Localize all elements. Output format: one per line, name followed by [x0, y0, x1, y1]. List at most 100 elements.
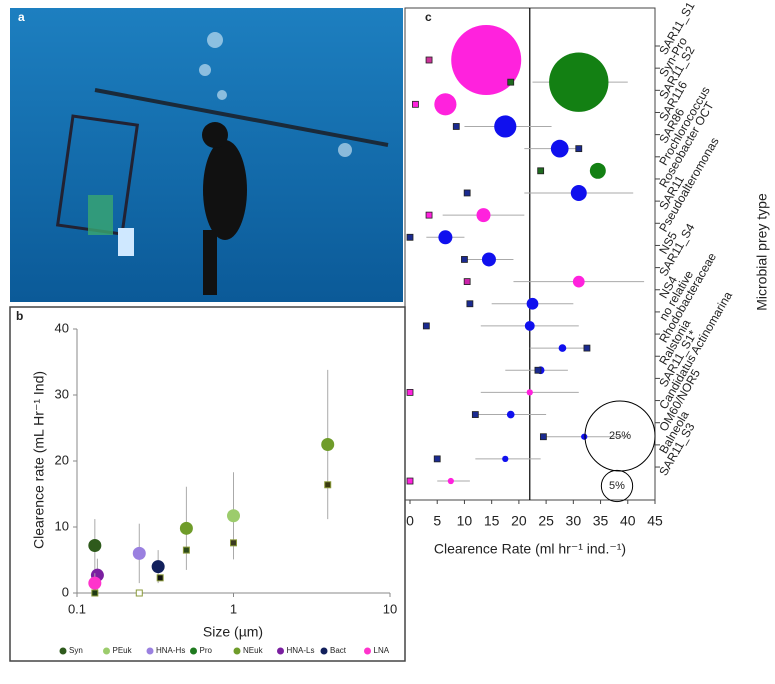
- size-legend-circle: [600, 469, 634, 503]
- x-tick-label: 1: [230, 601, 237, 616]
- bubble: [550, 139, 569, 158]
- square-point: [452, 123, 460, 130]
- bubble: [526, 389, 533, 396]
- legend-marker: [233, 647, 241, 655]
- y-tick-label: 30: [55, 386, 69, 401]
- panel-label: b: [16, 309, 23, 323]
- square-point: [539, 433, 547, 441]
- bubble: [494, 115, 517, 138]
- bubble: [589, 162, 606, 179]
- legend-marker: [320, 647, 328, 655]
- square-point: [406, 233, 414, 241]
- point: [88, 576, 102, 590]
- y-tick-label: 20: [55, 452, 69, 467]
- square-point: [182, 546, 190, 554]
- size-legend-label: 25%: [609, 430, 631, 442]
- pole: [94, 88, 389, 147]
- square-point: [324, 481, 332, 489]
- bubble: [570, 184, 587, 201]
- square-point: [466, 300, 474, 308]
- panel-label: c: [425, 10, 432, 24]
- bubble: [558, 344, 567, 352]
- x-tick-label: 10: [457, 513, 473, 529]
- legend-label: HNA-Ls: [287, 646, 315, 655]
- cage-bag: [88, 195, 113, 235]
- bubble: [502, 455, 509, 463]
- bubble: [506, 410, 515, 419]
- square-point: [463, 278, 471, 286]
- square-point: [461, 256, 468, 263]
- legend-marker: [190, 647, 197, 655]
- y-tick-label: 0: [62, 584, 69, 599]
- x-tick-label: 20: [511, 513, 527, 529]
- legend-label: Bact: [330, 646, 347, 655]
- legend-marker: [364, 647, 371, 655]
- diver-head: [202, 122, 228, 148]
- square-point: [537, 167, 545, 175]
- square-point: [425, 211, 433, 219]
- square-point: [463, 189, 471, 197]
- y-axis-label: Clearence rate (mL Hr⁻¹ Ind): [31, 371, 47, 549]
- panel-label: a: [18, 10, 25, 24]
- bubble: [217, 90, 227, 100]
- legend-label: HNA-Hs: [156, 646, 185, 655]
- bubble: [447, 477, 454, 485]
- bubble: [581, 433, 588, 440]
- square-point: [422, 322, 430, 330]
- x-tick-label: 5: [433, 513, 441, 529]
- square-point: [135, 589, 143, 597]
- square-point: [406, 388, 414, 396]
- x-tick-label: 35: [593, 513, 609, 529]
- bubble: [526, 297, 539, 310]
- x-tick-label: 30: [566, 513, 582, 529]
- legend-marker: [146, 647, 154, 655]
- bubble: [438, 230, 453, 245]
- x-tick-label: 15: [484, 513, 500, 529]
- point: [132, 546, 146, 560]
- square-point: [406, 477, 414, 485]
- bubble: [434, 93, 457, 116]
- point: [88, 538, 102, 552]
- x-tick-label: 25: [538, 513, 554, 529]
- legend-label: NEuk: [243, 646, 264, 655]
- diver-leg: [203, 230, 217, 295]
- bubble: [524, 320, 535, 331]
- x-axis-label: Size (µm): [203, 624, 263, 640]
- point: [321, 438, 335, 451]
- size-legend-label: 5%: [609, 480, 625, 492]
- photo-panel: a: [10, 8, 403, 302]
- point: [151, 560, 165, 574]
- bubble: [549, 52, 609, 112]
- x-tick-label: 0.1: [68, 601, 86, 616]
- bubble: [451, 25, 522, 95]
- square-point: [433, 455, 441, 463]
- bubble: [207, 32, 223, 48]
- legend-marker: [103, 647, 110, 655]
- y-axis-label: Microbial prey type: [754, 193, 770, 311]
- bubble: [481, 252, 496, 267]
- square-point: [230, 539, 237, 547]
- square-point: [507, 78, 515, 86]
- point: [179, 521, 193, 535]
- legend-label: LNA: [374, 646, 390, 655]
- y-tick-label: 10: [55, 518, 69, 533]
- legend-label: Syn: [69, 646, 83, 655]
- square-point: [583, 344, 591, 352]
- point: [227, 509, 240, 523]
- square-point: [425, 56, 433, 64]
- y-tick-label: 40: [55, 320, 69, 335]
- square-point: [534, 366, 542, 374]
- bubble: [572, 275, 585, 288]
- x-tick-label: 45: [647, 513, 663, 529]
- legend-marker: [277, 647, 284, 655]
- legend-label: PEuk: [113, 646, 133, 655]
- tag: [118, 228, 134, 256]
- x-tick-label: 40: [620, 513, 636, 529]
- diver-body: [203, 140, 247, 240]
- panel-c: c 0 5 10 15 20 25 30 35 40 45 Clearence Rate (ml hr…: [406, 0, 770, 557]
- legend-marker: [59, 647, 67, 655]
- bubble: [476, 208, 491, 223]
- bubble: [338, 143, 352, 157]
